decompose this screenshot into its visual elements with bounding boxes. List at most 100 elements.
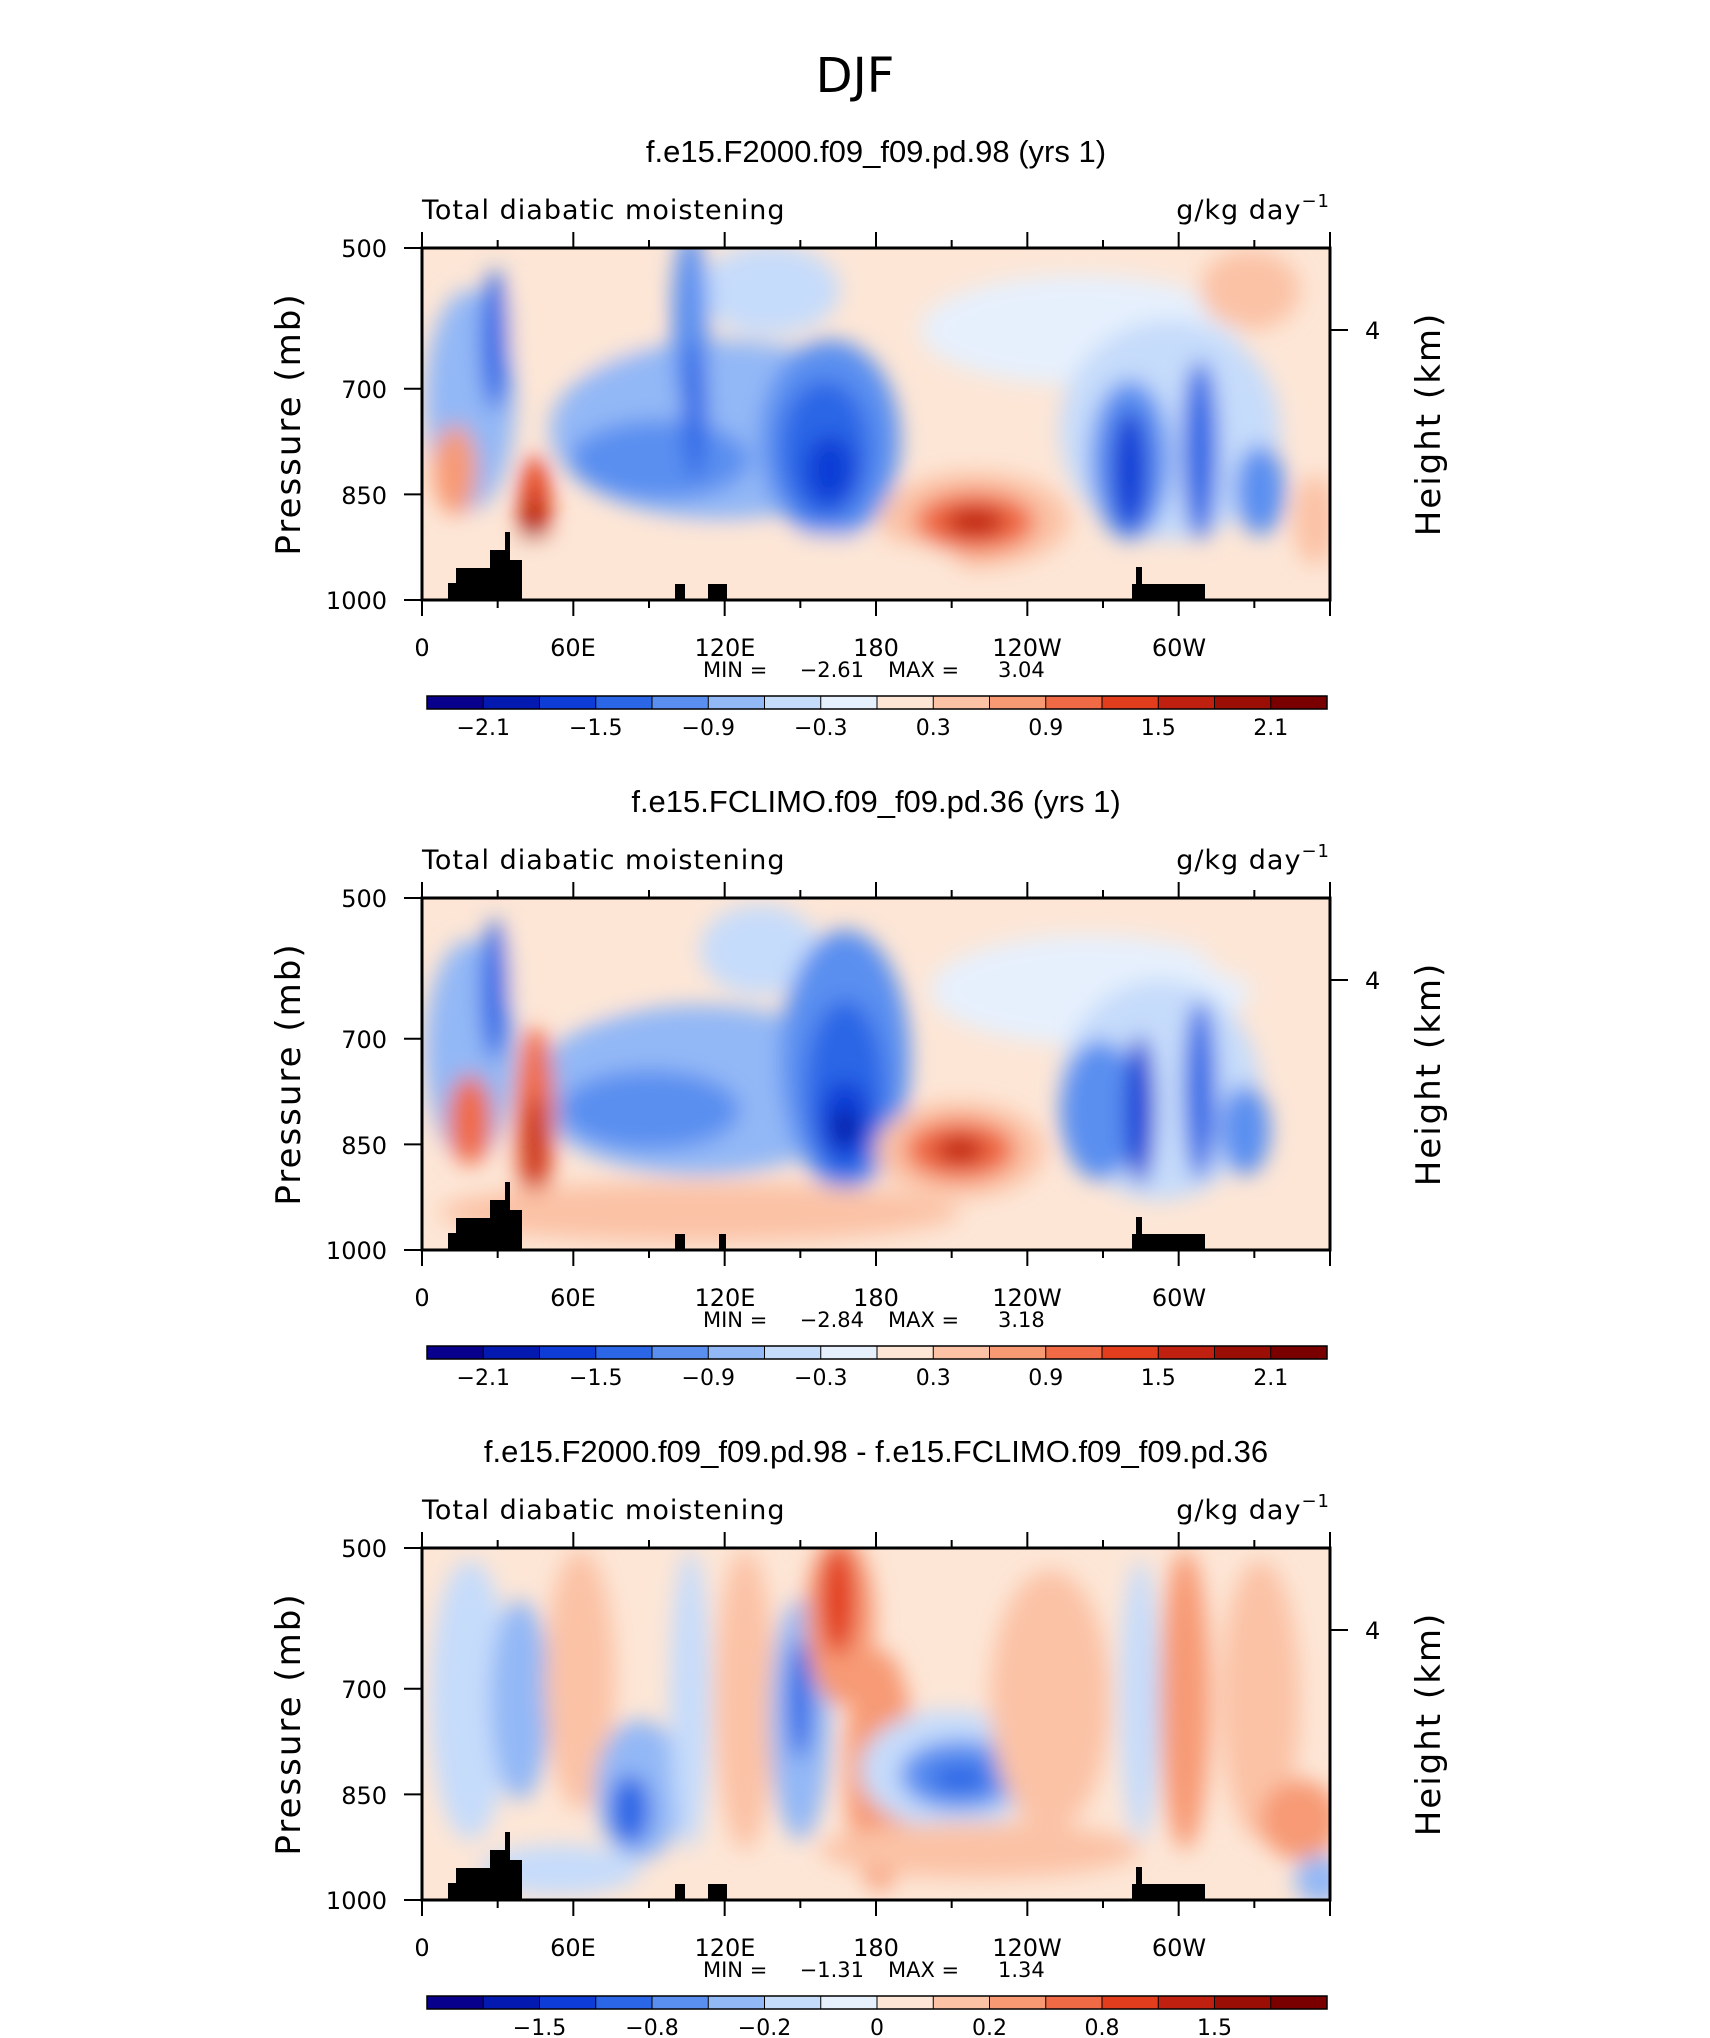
colorbar-swatch [877, 696, 934, 709]
colorbar-swatch [1102, 696, 1159, 709]
panel-1-ytick-700: 700 [341, 376, 387, 404]
colorbar-label: −0.8 [625, 2016, 678, 2038]
colorbar-swatch [539, 1346, 597, 1359]
colorbar-label: −1.5 [513, 2016, 566, 2038]
colorbar-swatch [708, 696, 765, 709]
colorbar-swatch [1158, 696, 1215, 709]
panel-3-ytick-850: 850 [341, 1782, 387, 1810]
colorbar-swatch [933, 696, 990, 709]
colorbar-label: 0.9 [1028, 716, 1063, 741]
colorbar-label: −0.9 [682, 1366, 735, 1391]
panel-3-topography [448, 1832, 1205, 1900]
panel-2-max-label: MAX = [888, 1308, 959, 1332]
panel-3-min-value: −1.31 [800, 1958, 864, 1982]
colorbar-swatch [595, 1996, 653, 2009]
colorbar-label: 0 [870, 2016, 884, 2038]
panel-1-min-label: MIN = [703, 658, 767, 682]
panel-3-field [422, 1548, 1330, 1900]
panel-2-colorbar: −2.1 −1.5 −0.9 −0.3 0.3 0.9 1.5 2.1 [426, 1345, 1328, 1391]
panel-1-ylabel-right: Height (km) [1409, 312, 1449, 537]
panel-2-ylabel-right: Height (km) [1409, 962, 1449, 1187]
colorbar-swatch [1214, 1346, 1272, 1359]
colorbar-swatch [1214, 696, 1272, 709]
panel-2-xtick-120e: 120E [695, 1284, 756, 1312]
panel-1: f.e15.F2000.f09_f09.pd.98 (yrs 1) Total … [269, 134, 1449, 741]
colorbar-label: 2.1 [1253, 716, 1288, 741]
panel-1-field-label: Total diabatic moistening [421, 195, 785, 226]
colorbar-swatch [820, 696, 878, 709]
colorbar-swatch [595, 696, 653, 709]
panel-1-ytick-1000: 1000 [326, 587, 387, 615]
panel-2-xtick-0: 0 [414, 1284, 429, 1312]
panel-2-ticks [404, 882, 1348, 1266]
panel-2-min-value: −2.84 [800, 1308, 864, 1332]
panel-2-ytick-500: 500 [341, 885, 387, 913]
colorbar-label: 0.3 [916, 716, 951, 741]
colorbar-swatch [1102, 1346, 1159, 1359]
colorbar-label: 2.1 [1253, 1366, 1288, 1391]
colorbar-swatch [1270, 696, 1328, 709]
panel-1-units: g/kg day−1 [1176, 191, 1330, 226]
panel-2-field [422, 898, 1330, 1250]
panel-3-ytick-500: 500 [341, 1535, 387, 1563]
panel-3-title: f.e15.F2000.f09_f09.pd.98 - f.e15.FCLIMO… [484, 1434, 1268, 1469]
colorbar-swatch [820, 1996, 878, 2009]
panel-3-ytick-right-4: 4 [1365, 1617, 1380, 1645]
colorbar-swatch [989, 696, 1047, 709]
colorbar-swatch [427, 1346, 484, 1359]
colorbar-swatch [1270, 1346, 1328, 1359]
colorbar-swatch [1045, 1996, 1103, 2009]
colorbar-label: −2.1 [457, 716, 510, 741]
colorbar-swatch [1270, 1996, 1328, 2009]
panel-2-ytick-700: 700 [341, 1026, 387, 1054]
panel-1-xtick-60e: 60E [550, 634, 596, 662]
colorbar-swatch [427, 696, 484, 709]
panel-2-units: g/kg day−1 [1176, 841, 1330, 876]
panel-3-colorbar: −1.5 −0.8 −0.2 0 0.2 0.8 1.5 [426, 1995, 1328, 2038]
colorbar-swatch [989, 1346, 1047, 1359]
panel-3-xtick-180: 180 [853, 1934, 899, 1962]
colorbar-swatch [1045, 696, 1103, 709]
panel-3-xtick-60e: 60E [550, 1934, 596, 1962]
panel-1-max-value: 3.04 [998, 658, 1045, 682]
panel-1-ylabel: Pressure (mb) [269, 292, 309, 555]
colorbar-swatch [764, 1346, 822, 1359]
panel-2: f.e15.FCLIMO.f09_f09.pd.36 (yrs 1) Total… [269, 784, 1449, 1391]
panel-2-xtick-180: 180 [853, 1284, 899, 1312]
colorbar-swatch [539, 1996, 597, 2009]
panel-1-topography [448, 532, 1205, 600]
colorbar-swatch [1045, 1346, 1103, 1359]
panel-3-ytick-700: 700 [341, 1676, 387, 1704]
panel-2-xtick-60e: 60E [550, 1284, 596, 1312]
colorbar-swatch [764, 1996, 822, 2009]
colorbar-label: −0.9 [682, 716, 735, 741]
panel-2-topography [448, 1182, 1205, 1250]
colorbar-swatch [1158, 1996, 1215, 2009]
colorbar-swatch [1102, 1996, 1159, 2009]
panel-1-field [422, 248, 1330, 600]
colorbar-label: 0.9 [1028, 1366, 1063, 1391]
colorbar-swatch [483, 696, 540, 709]
panel-1-ticks [404, 232, 1348, 616]
colorbar-swatch [933, 1996, 990, 2009]
colorbar-swatch [989, 1996, 1047, 2009]
panel-1-xtick-120e: 120E [695, 634, 756, 662]
panel-1-xtick-0: 0 [414, 634, 429, 662]
panel-1-max-label: MAX = [888, 658, 959, 682]
panel-1-xtick-120w: 120W [992, 634, 1062, 662]
panel-1-colorbar: −2.1 −1.5 −0.9 −0.3 0.3 0.9 1.5 2.1 [426, 695, 1328, 741]
colorbar-label: −0.2 [738, 2016, 791, 2038]
panel-2-max-value: 3.18 [998, 1308, 1045, 1332]
panel-3-max-label: MAX = [888, 1958, 959, 1982]
panel-3-max-value: 1.34 [998, 1958, 1045, 1982]
panel-3-ticks [404, 1532, 1348, 1916]
colorbar-swatch [708, 1346, 765, 1359]
colorbar-label: −2.1 [457, 1366, 510, 1391]
panel-3-xtick-120e: 120E [695, 1934, 756, 1962]
colorbar-label: −1.5 [569, 1366, 622, 1391]
colorbar-swatch [708, 1996, 765, 2009]
panel-3-xtick-60w: 60W [1152, 1934, 1206, 1962]
panel-2-title: f.e15.FCLIMO.f09_f09.pd.36 (yrs 1) [631, 784, 1120, 819]
panel-1-xtick-60w: 60W [1152, 634, 1206, 662]
